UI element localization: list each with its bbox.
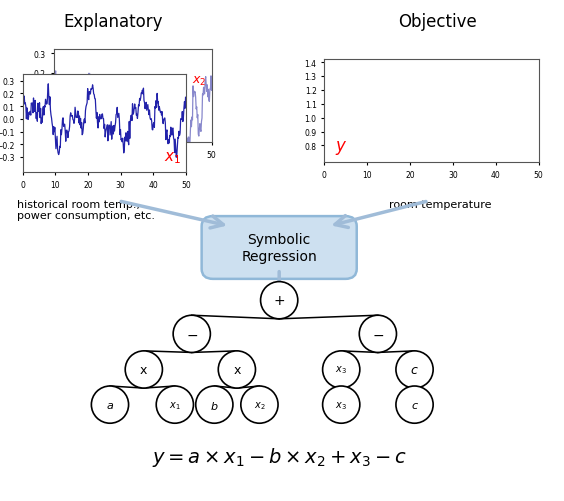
- Ellipse shape: [125, 351, 162, 388]
- Ellipse shape: [359, 316, 396, 353]
- Ellipse shape: [156, 386, 193, 423]
- Text: Objective: Objective: [398, 13, 477, 31]
- Text: +: +: [274, 294, 285, 308]
- Text: historical room temp.,
power consumption, etc.: historical room temp., power consumption…: [17, 199, 155, 221]
- Text: $x_1$: $x_1$: [165, 150, 182, 165]
- Text: Symbolic
Regression: Symbolic Regression: [241, 233, 317, 263]
- Text: $x_2$: $x_2$: [254, 399, 265, 411]
- Text: room temperature: room temperature: [389, 199, 491, 209]
- Ellipse shape: [323, 386, 360, 423]
- Text: $x_3$: $x_3$: [336, 364, 347, 376]
- Text: $x_1$: $x_1$: [169, 399, 180, 411]
- Ellipse shape: [241, 386, 278, 423]
- Ellipse shape: [218, 351, 255, 388]
- Ellipse shape: [91, 386, 129, 423]
- Text: $-$: $-$: [372, 327, 384, 341]
- Ellipse shape: [396, 386, 433, 423]
- Text: $b$: $b$: [210, 399, 219, 411]
- Text: $y$: $y$: [335, 139, 347, 157]
- Text: x: x: [140, 363, 148, 376]
- Ellipse shape: [261, 282, 298, 319]
- Text: $x_3$: $x_3$: [336, 399, 347, 411]
- Ellipse shape: [196, 386, 233, 423]
- Text: x: x: [233, 363, 241, 376]
- Ellipse shape: [173, 316, 210, 353]
- Text: $c$: $c$: [410, 363, 419, 376]
- Text: Explanatory: Explanatory: [63, 13, 162, 31]
- Ellipse shape: [396, 351, 433, 388]
- Text: $a$: $a$: [106, 400, 114, 410]
- Ellipse shape: [323, 351, 360, 388]
- FancyBboxPatch shape: [202, 216, 356, 279]
- Text: $x_2$: $x_2$: [192, 75, 207, 88]
- Text: $y = a \times x_1 - b \times x_2 + x_3 - c$: $y = a \times x_1 - b \times x_2 + x_3 -…: [152, 445, 407, 468]
- Text: $-$: $-$: [186, 327, 198, 341]
- Text: $c$: $c$: [411, 400, 418, 410]
